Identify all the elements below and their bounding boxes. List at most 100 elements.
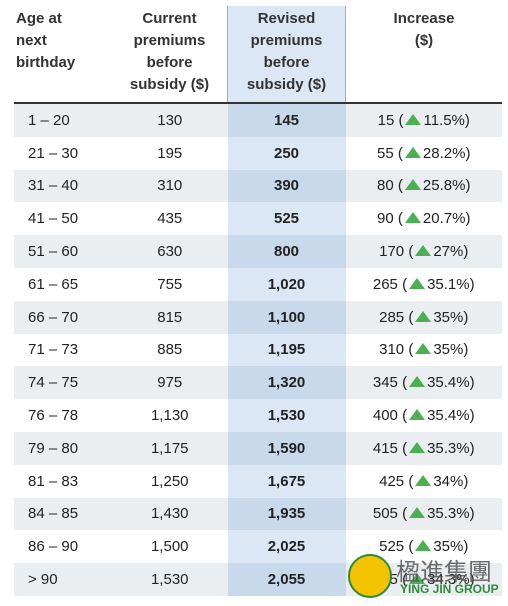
increase-cell: 425 ( 34%): [346, 465, 503, 498]
increase-percent: 35.3%): [427, 439, 475, 457]
revised-cell: 1,530: [227, 399, 346, 432]
revised-cell: 1,675: [227, 464, 346, 498]
table-row: 79 – 80 1,175 1,590 415 (35.3%): [14, 431, 502, 465]
up-arrow: [409, 573, 426, 585]
increase-percent: 35%): [433, 538, 469, 556]
age-cell: 86 – 90: [28, 538, 79, 556]
increase-percent: 35.3%): [427, 505, 475, 523]
current-cell: 630: [112, 235, 228, 268]
increase-percent: 27%): [433, 243, 469, 261]
current-cell: 755: [157, 275, 183, 293]
up-arrow: [405, 113, 422, 125]
current-cell: 975: [112, 366, 228, 400]
current-cell: 885: [157, 341, 183, 359]
revised-cell: 2,025: [227, 530, 346, 564]
increase-cell: 15 ( 11.5%): [345, 103, 502, 137]
current-cell: 435: [157, 210, 183, 228]
up-arrow: [404, 146, 421, 158]
increase-amount: 400 (: [372, 407, 408, 425]
up-arrow: [409, 507, 426, 519]
current-cell: 1,430: [112, 497, 228, 531]
age-cell: 76 – 78: [28, 407, 79, 425]
increase-amount: 80 (: [377, 177, 403, 195]
increase-amount: 415 (: [372, 439, 408, 457]
increase-amount: 505 (: [372, 505, 408, 523]
increase-amount: 425 (: [379, 472, 414, 490]
up-arrow: [409, 277, 426, 289]
up-arrow: [415, 245, 432, 257]
up-arrow: [415, 540, 432, 552]
increase-percent: 34.3%): [427, 571, 475, 589]
up-arrow: [415, 474, 432, 486]
increase-percent: 25.8%): [422, 177, 471, 195]
age-cell: 41 – 50: [28, 210, 79, 228]
increase-percent: 34%): [433, 472, 469, 490]
table-body: 1 – 20 130 145 15 (11.5%) 21 – 30 195 250 55 (2…: [14, 103, 502, 596]
table-row: 41 – 50 435 525 90 (20.7%): [14, 202, 502, 236]
increase-amount: 525 (: [379, 538, 414, 556]
age-cell: 61 – 65: [28, 275, 79, 293]
increase-amount: 15 (: [377, 111, 404, 129]
header-cell: Revised premiums before subsidy ($): [227, 6, 346, 104]
revised-cell: 800: [227, 235, 346, 268]
increase-cell: 505 ( 35.3%): [345, 497, 502, 531]
increase-amount: 265 (: [372, 275, 408, 293]
header-cell: Current premiums before subsidy ($): [112, 6, 228, 104]
current-cell: 1,175: [112, 431, 228, 465]
increase-cell: 265 (35.1%): [346, 268, 503, 301]
increase-cell: 345 (35.4%): [345, 366, 502, 400]
table-row: 76 – 78 1,130 1,530 400 ( 35.4%): [14, 399, 502, 432]
increase-cell: 170 ( 27%): [345, 235, 502, 268]
revised-cell: 145: [227, 103, 346, 137]
age-cell: 79 – 80: [14, 431, 112, 465]
increase-amount: 170 (: [379, 243, 414, 261]
current-cell: 310: [112, 169, 228, 203]
current-cell: 815: [112, 300, 228, 334]
age-cell: 84 – 85: [14, 497, 112, 531]
up-arrow: [404, 179, 421, 191]
age-cell: 51 – 60: [14, 235, 112, 268]
header-cell: Age at next birthday: [14, 6, 112, 104]
table-row: 74 – 75 975 1,320 345 (35.4%): [14, 366, 502, 400]
increase-percent: 35%): [433, 308, 469, 326]
current-cell: 1,250: [150, 472, 189, 490]
up-arrow: [409, 441, 426, 453]
table-row: 51 – 60 630 800 170 ( 27%): [14, 235, 502, 268]
increase-cell: 400 ( 35.4%): [346, 399, 503, 432]
age-cell: 74 – 75: [14, 366, 112, 400]
table-row: 71 – 73 885 1,195 310 (35%): [14, 333, 502, 367]
table-row: 84 – 85 1,430 1,935 505 ( 35.3%): [14, 497, 502, 531]
increase-percent: 35.4%): [427, 407, 475, 425]
current-cell: 1,130: [150, 407, 189, 425]
watermark-latin: YING JIN GROUP: [400, 582, 499, 596]
revised-cell: 1,935: [227, 497, 346, 531]
age-cell: 71 – 73: [28, 341, 79, 359]
increase-percent: 11.5%): [423, 111, 470, 129]
increase-cell: 80 ( 25.8%): [345, 169, 502, 203]
current-cell: 1,530: [112, 563, 228, 596]
logo: [348, 554, 392, 598]
up-arrow: [415, 310, 432, 322]
increase-percent: 28.2%): [422, 144, 471, 162]
revised-cell: 2,055: [227, 563, 346, 596]
increase-percent: 35%): [433, 341, 469, 359]
revised-cell: 1,020: [227, 267, 346, 301]
premium-table: Age at next birthday Current premiums be…: [14, 6, 502, 596]
age-cell: 66 – 70: [14, 300, 112, 334]
current-cell: 1,500: [150, 538, 189, 556]
increase-cell: 415 ( 35.3%): [345, 431, 502, 465]
up-arrow: [415, 343, 432, 355]
increase-cell: 55 (28.2%): [346, 137, 503, 170]
increase-amount: 90 (: [377, 210, 403, 228]
header-cell: Increase ($): [345, 6, 502, 104]
revised-cell: 390: [227, 169, 346, 203]
age-cell: > 90: [14, 563, 112, 596]
table-row: 31 – 40 310 390 80 (25.8%): [14, 169, 502, 203]
table-row: 1 – 20 130 145 15 (11.5%): [14, 103, 502, 137]
table-row: 61 – 65 755 1,020 265 (35.1%): [14, 267, 503, 301]
revised-cell: 1,100: [227, 300, 346, 334]
increase-cell: 525 ( 35%): [346, 530, 503, 563]
increase-percent: 20.7%): [422, 210, 471, 228]
watermark: 楹進集團 YING JIN GROUP: [348, 552, 508, 602]
